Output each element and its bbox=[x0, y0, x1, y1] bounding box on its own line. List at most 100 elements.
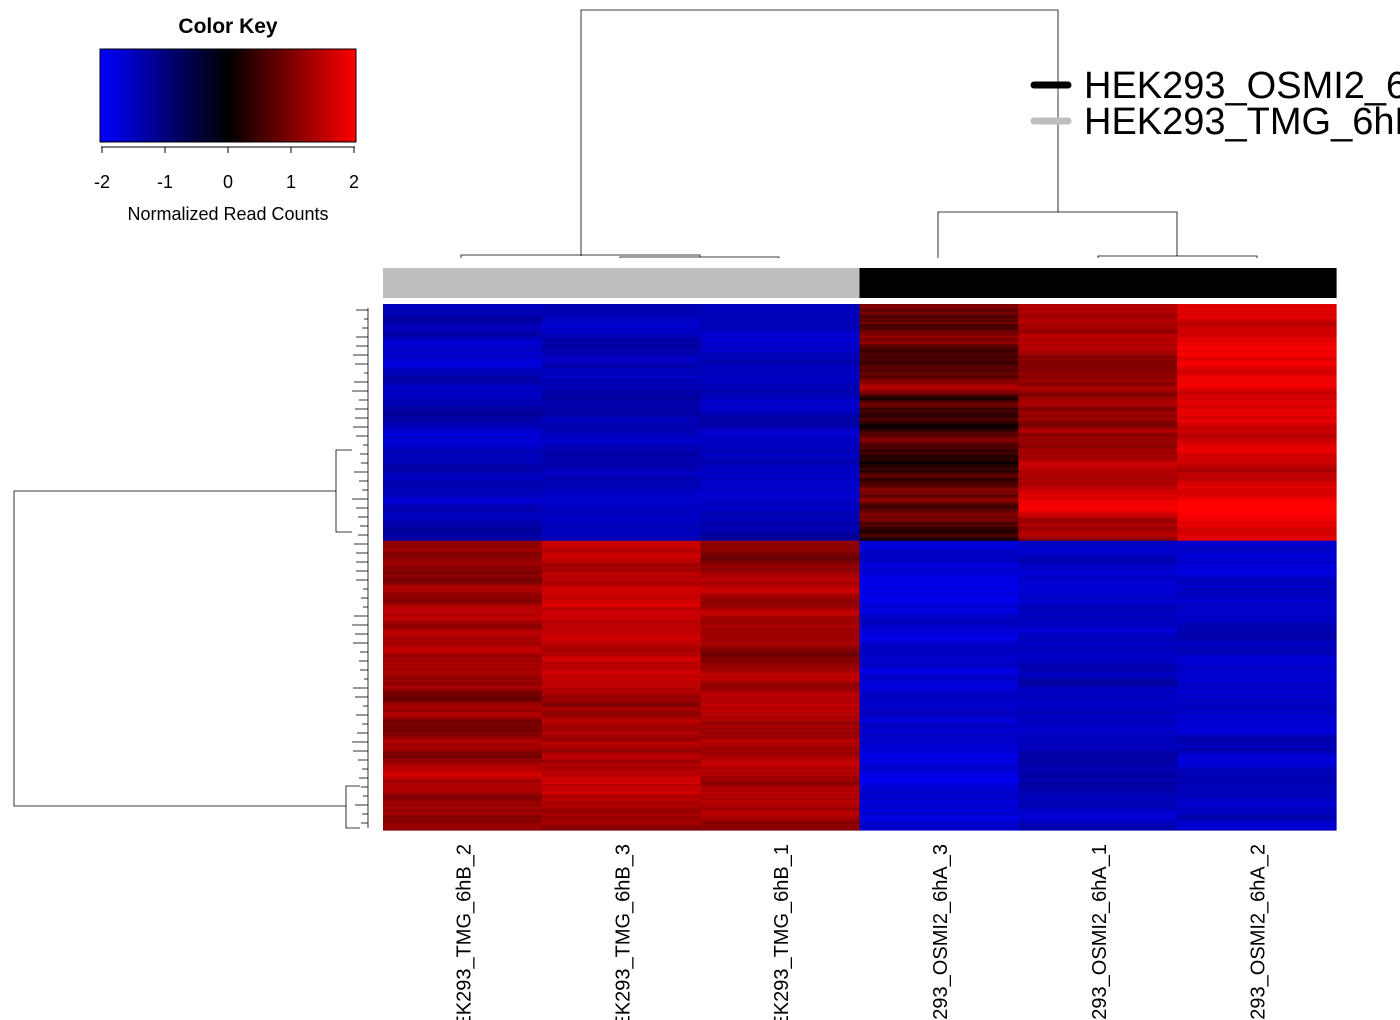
heatmap-cell bbox=[1018, 568, 1178, 572]
heatmap-cell bbox=[859, 770, 1019, 773]
heatmap-cell bbox=[1177, 576, 1337, 580]
heatmap-cell bbox=[541, 390, 702, 393]
heatmap-cell bbox=[541, 534, 702, 538]
heatmap-cell bbox=[1177, 562, 1337, 566]
heatmap-cell bbox=[383, 334, 543, 337]
heatmap-cell bbox=[859, 376, 1019, 379]
heatmap-cell bbox=[541, 482, 702, 486]
heatmap-cell bbox=[1018, 796, 1178, 799]
heatmap-cell bbox=[1177, 386, 1337, 389]
heatmap-cell bbox=[859, 802, 1019, 805]
heatmap-cell bbox=[859, 828, 1019, 831]
heatmap-cell bbox=[1018, 538, 1178, 542]
heatmap-cell bbox=[541, 490, 702, 494]
heatmap-cell bbox=[383, 490, 543, 494]
heatmap-cell bbox=[541, 376, 702, 379]
heatmap-cell bbox=[541, 474, 702, 478]
heatmap-cell bbox=[700, 758, 861, 761]
heatmap-cell bbox=[1018, 338, 1178, 341]
color-key-gradient bbox=[99, 48, 357, 143]
heatmap-cell bbox=[383, 610, 543, 614]
heatmap-cell bbox=[541, 740, 702, 743]
heatmap-cell bbox=[700, 500, 861, 504]
heatmap-cell bbox=[383, 448, 543, 452]
heatmap-cell bbox=[1018, 518, 1178, 522]
heatmap-cell bbox=[859, 546, 1019, 550]
heatmap-cell bbox=[383, 706, 543, 709]
heatmap-cell bbox=[859, 660, 1019, 664]
heatmap-cell bbox=[383, 738, 543, 741]
heatmap-cell bbox=[541, 406, 702, 409]
heatmap-cell bbox=[383, 636, 543, 640]
heatmap-cell bbox=[859, 640, 1019, 644]
heatmap-cell bbox=[1177, 546, 1337, 550]
heatmap-cell bbox=[859, 430, 1019, 433]
heatmap-cell bbox=[383, 360, 543, 363]
heatmap-cell bbox=[541, 770, 702, 773]
heatmap-cell bbox=[859, 408, 1019, 411]
heatmap-cell bbox=[1177, 726, 1337, 729]
heatmap-cell bbox=[383, 542, 543, 546]
heatmap-cell bbox=[541, 616, 702, 620]
heatmap-cell bbox=[700, 772, 861, 775]
heatmap-cell bbox=[383, 796, 543, 799]
heatmap-cell bbox=[541, 706, 702, 709]
heatmap-cell bbox=[1018, 720, 1178, 723]
heatmap-cell bbox=[383, 368, 543, 371]
heatmap-cell bbox=[541, 370, 702, 373]
heatmap-cell bbox=[1177, 398, 1337, 401]
heatmap-cell bbox=[383, 498, 543, 502]
heatmap-cell bbox=[859, 336, 1019, 339]
heatmap-cell bbox=[383, 462, 543, 466]
heatmap-cell bbox=[541, 358, 702, 361]
heatmap-cell bbox=[541, 524, 702, 528]
heatmap-cell bbox=[1177, 492, 1337, 496]
heatmap-cell bbox=[383, 590, 543, 594]
heatmap-cell bbox=[700, 450, 861, 454]
heatmap-cell bbox=[541, 674, 702, 677]
heatmap-cell bbox=[700, 308, 861, 311]
heatmap-cell bbox=[383, 794, 543, 797]
heatmap-cell bbox=[383, 480, 543, 484]
heatmap-cell bbox=[541, 362, 702, 365]
heatmap-cell bbox=[1177, 748, 1337, 751]
color-key-label: Normalized Read Counts bbox=[127, 204, 328, 224]
heatmap-cell bbox=[859, 390, 1019, 393]
heatmap-cell bbox=[859, 678, 1019, 681]
heatmap-cell bbox=[859, 538, 1019, 542]
heatmap-cell bbox=[1177, 802, 1337, 805]
heatmap-cell bbox=[383, 458, 543, 462]
heatmap-cell bbox=[541, 784, 702, 787]
heatmap-cell bbox=[1177, 796, 1337, 799]
heatmap-cell bbox=[1018, 342, 1178, 345]
heatmap-cell bbox=[383, 766, 543, 769]
heatmap-cell bbox=[859, 620, 1019, 624]
heatmap-cell bbox=[700, 334, 861, 337]
heatmap-cell bbox=[1177, 680, 1337, 683]
heatmap-cell bbox=[1177, 556, 1337, 560]
heatmap-cell bbox=[1177, 482, 1337, 486]
heatmap-cell bbox=[1177, 508, 1337, 512]
heatmap-cell bbox=[859, 366, 1019, 369]
heatmap-cell bbox=[383, 568, 543, 572]
heatmap-cell bbox=[700, 622, 861, 626]
heatmap-cell bbox=[859, 650, 1019, 654]
heatmap-cell bbox=[700, 428, 861, 431]
heatmap-cell bbox=[541, 394, 702, 397]
heatmap-cell bbox=[700, 346, 861, 349]
heatmap-cell bbox=[541, 552, 702, 556]
heatmap-cell bbox=[859, 306, 1019, 309]
heatmap-cell bbox=[700, 662, 861, 666]
heatmap-cell bbox=[383, 386, 543, 389]
heatmap-cell bbox=[700, 316, 861, 319]
heatmap-cell bbox=[1018, 556, 1178, 560]
heatmap-cell bbox=[700, 602, 861, 606]
heatmap-cell bbox=[1177, 516, 1337, 520]
heatmap-cell bbox=[1177, 820, 1337, 823]
heatmap-cell bbox=[383, 518, 543, 522]
heatmap-cell bbox=[1018, 396, 1178, 399]
heatmap-cell bbox=[541, 736, 702, 739]
heatmap-cell bbox=[541, 654, 702, 658]
heatmap-cell bbox=[1018, 432, 1178, 435]
heatmap-cell bbox=[700, 410, 861, 413]
